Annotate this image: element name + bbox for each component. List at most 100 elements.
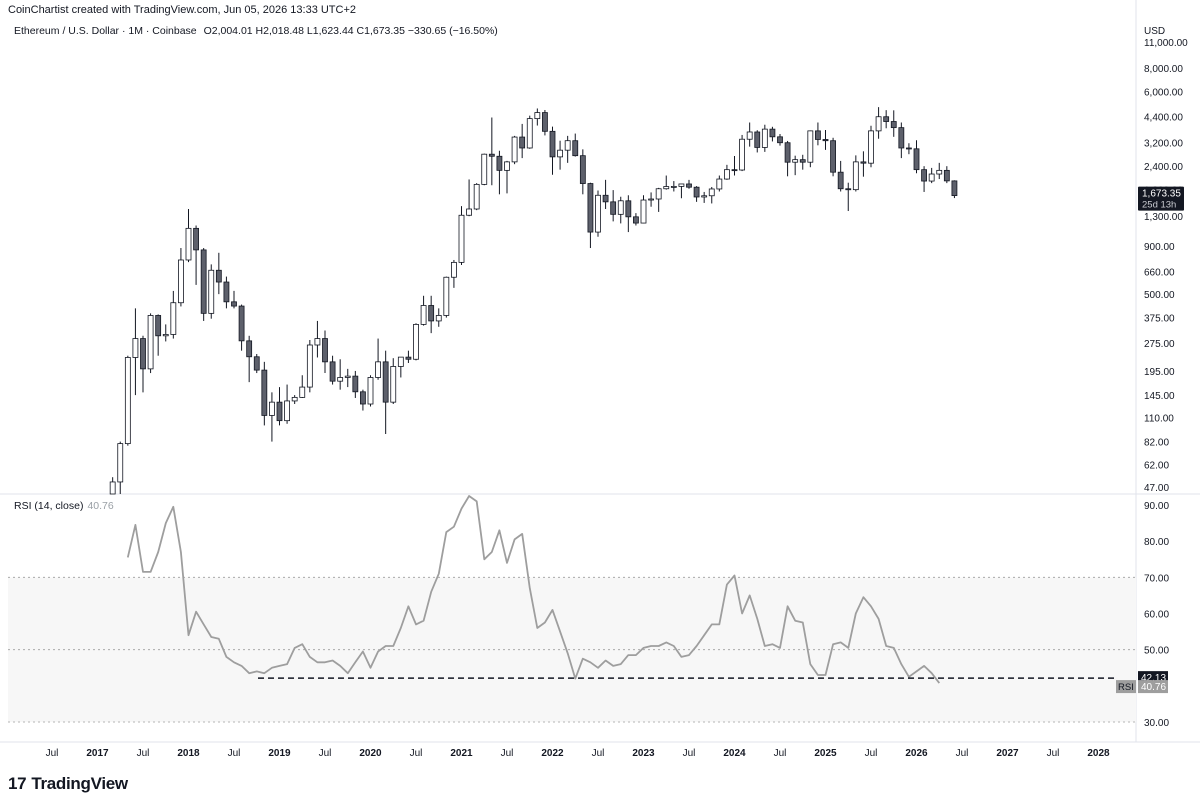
candle-body [693,186,700,198]
rsi-tick-label: 60.00 [1144,610,1169,621]
time-tick-label: 2023 [632,748,655,759]
candle-body [883,116,890,122]
candle-body [579,155,586,184]
candle-body [390,366,397,403]
candle-body [557,149,563,158]
candle-body [170,302,177,335]
candle-body [155,315,162,337]
candle-body [109,481,116,495]
rsi-tick-label: 70.00 [1144,573,1169,584]
candle-body [481,153,488,185]
price-tick-label: 8,000.00 [1144,64,1183,75]
time-tick-label: Jul [228,748,241,759]
price-tick-label: 62.00 [1144,460,1169,471]
rsi-series [126,495,1114,684]
grid-layer [0,0,1200,743]
candle-body [602,194,609,203]
price-tick-label: 500.00 [1144,290,1175,301]
time-tick-label: Jul [956,748,969,759]
candle-body [686,183,692,188]
price-tick-label: 6,000.00 [1144,87,1183,98]
candle-body [284,400,290,422]
candle-body [868,130,874,164]
candle-body [405,356,412,360]
candle-body [784,142,791,163]
candle-body [246,340,253,358]
candle-body [701,195,708,198]
time-tick-label: Jul [319,748,332,759]
candle-body [382,361,389,403]
candle-body [466,208,472,216]
price-tick-label: 3,200.00 [1144,139,1183,150]
candle-body [443,276,450,316]
support-value-label: 42.13 [1141,673,1166,684]
price-tick-label: 11,000.00 [1144,38,1188,49]
candle-body [193,227,199,251]
candle-body [617,200,624,215]
symbol-title: Ethereum / U.S. Dollar · 1M · Coinbase [14,25,197,37]
candle-body [564,140,571,151]
time-axis[interactable]: Jul 2017 Jul 2018 Jul 2019 Jul 2020 Jul 2021 Jul 20… [46,748,1110,759]
candle-body [291,396,298,402]
candle-body [663,186,670,190]
symbol-legend[interactable]: Ethereum / U.S. Dollar · 1M · Coinbase O… [14,25,498,37]
last-price-tag [1138,186,1184,211]
time-tick-label: Jul [592,748,605,759]
candle-body [845,188,852,191]
candle-body [875,116,882,132]
tradingview-logo-text: TradingView [31,774,128,793]
candle-body [519,136,526,149]
time-tick-label: 2026 [905,748,928,759]
rsi-name-tag [1116,680,1136,694]
candle-body [921,169,927,182]
time-tick-label: Jul [774,748,787,759]
candle-body [913,148,920,171]
price-tick-label: 900.00 [1144,242,1175,253]
candle-body [716,178,723,190]
candle-body [360,391,366,405]
candle-body [185,227,192,261]
candlestick-series [109,107,958,495]
rsi-current-value: 40.76 [87,500,114,512]
candle-body [162,334,169,337]
candle-body [792,159,799,163]
candle-body [777,136,783,144]
tradingview-logo[interactable]: 17 TradingView [8,774,128,794]
candle-body [428,305,435,322]
candle-body [344,375,351,378]
price-tick-label: 195.00 [1144,367,1175,378]
candle-body [746,131,753,140]
price-tick-label: 82.00 [1144,438,1169,449]
candle-body [329,361,336,382]
candle-body [526,118,533,149]
candle-body [587,183,594,233]
candle-body [261,369,268,416]
candle-body [572,140,579,157]
candle-body [640,199,647,224]
candle-body [322,338,328,363]
rsi-legend[interactable]: RSI (14, close) 40.76 [14,500,114,512]
candle-body [367,377,374,405]
candle-body [352,375,359,393]
time-tick-label: 2018 [177,748,200,759]
candle-body [670,186,677,188]
candle-body [200,249,207,314]
candle-body [124,357,131,445]
candle-body [595,194,601,233]
candle-body [451,261,457,278]
time-tick-label: 2027 [996,748,1019,759]
candle-body [223,281,230,303]
ohlc-values: O2,004.01 H2,018.48 L1,623.44 C1,673.35 … [203,25,498,37]
candle-body [504,161,510,171]
rsi-tick-label: 90.00 [1144,501,1169,512]
rsi-tick-label: 50.00 [1144,646,1169,657]
candle-body [837,171,844,190]
candle-body [822,139,829,142]
candle-body [435,315,442,322]
candle-body [830,140,836,173]
candle-body [739,138,745,171]
time-tick-label: Jul [137,748,150,759]
time-tick-label: 2028 [1087,748,1110,759]
